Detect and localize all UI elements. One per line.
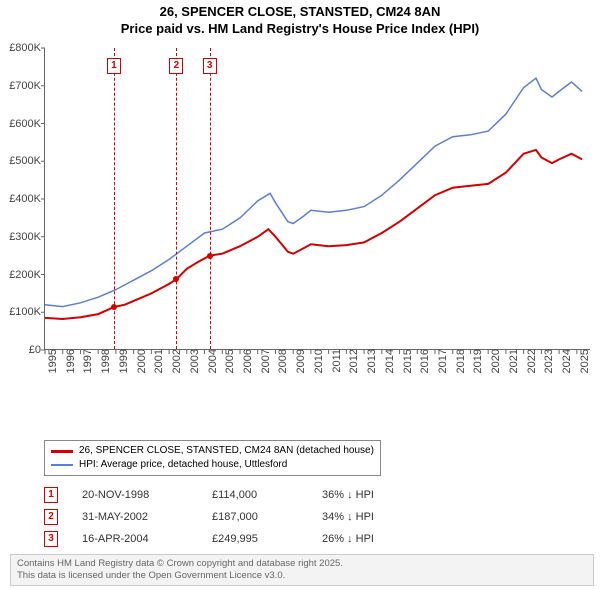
x-tick-label: 1997 — [76, 349, 94, 373]
x-tick-label: 2024 — [555, 349, 573, 373]
y-tick-label: £800K — [9, 42, 45, 54]
sales-row-date: 16-APR-2004 — [82, 533, 212, 545]
y-tick-label: £100K — [9, 306, 45, 318]
x-tick-label: 2006 — [236, 349, 254, 373]
x-tick-label: 2013 — [360, 349, 378, 373]
sales-row-marker: 3 — [44, 531, 58, 547]
x-tick-label: 2015 — [396, 349, 414, 373]
x-tick-label: 2023 — [537, 349, 555, 373]
y-tick-label: £400K — [9, 193, 45, 205]
footer: Contains HM Land Registry data © Crown c… — [10, 554, 594, 586]
sale-marker-box: 2 — [169, 58, 183, 74]
sales-row-diff: 26% ↓ HPI — [322, 533, 442, 545]
sale-dot — [111, 304, 117, 310]
sale-marker-box: 1 — [107, 58, 121, 74]
x-tick-label: 2025 — [573, 349, 591, 373]
sale-marker-box: 3 — [203, 58, 217, 74]
sale-marker-line — [176, 48, 177, 349]
series-hpi — [45, 78, 582, 306]
sale-dot — [207, 253, 213, 259]
sales-row-diff: 36% ↓ HPI — [322, 489, 442, 501]
x-tick-label: 2022 — [520, 349, 538, 373]
footer-line-2: This data is licensed under the Open Gov… — [17, 570, 587, 582]
series-property — [45, 150, 582, 319]
legend-item: 26, SPENCER CLOSE, STANSTED, CM24 8AN (d… — [51, 444, 374, 458]
y-tick-label: £500K — [9, 155, 45, 167]
x-tick-label: 2001 — [147, 349, 165, 373]
x-tick-label: 2011 — [325, 349, 343, 373]
sales-row: 1 20-NOV-1998£114,00036% ↓ HPI — [44, 484, 442, 506]
sales-table: 1 20-NOV-1998£114,00036% ↓ HPI 2 31-MAY-200… — [44, 484, 442, 550]
x-tick-label: 1995 — [41, 349, 59, 373]
legend-swatch — [51, 450, 73, 453]
sales-row-price: £114,000 — [212, 489, 322, 501]
sales-row-price: £187,000 — [212, 511, 322, 523]
x-tick-label: 2018 — [449, 349, 467, 373]
x-tick-label: 2009 — [289, 349, 307, 373]
x-tick-label: 1996 — [59, 349, 77, 373]
sales-row-date: 20-NOV-1998 — [82, 489, 212, 501]
title-line-2: Price paid vs. HM Land Registry's House … — [0, 21, 600, 38]
legend-label: HPI: Average price, detached house, Uttl… — [79, 458, 287, 472]
sale-dot — [173, 276, 179, 282]
plot-area: £0£100K£200K£300K£400K£500K£600K£700K£80… — [44, 48, 590, 350]
x-tick-label: 2000 — [130, 349, 148, 373]
x-tick-label: 2004 — [201, 349, 219, 373]
sales-row-date: 31-MAY-2002 — [82, 511, 212, 523]
x-tick-label: 2020 — [484, 349, 502, 373]
y-tick-label: £700K — [9, 80, 45, 92]
sales-row-marker: 2 — [44, 509, 58, 525]
legend-label: 26, SPENCER CLOSE, STANSTED, CM24 8AN (d… — [79, 444, 374, 458]
x-tick-label: 2019 — [466, 349, 484, 373]
sale-marker-line — [210, 48, 211, 349]
x-tick-label: 1998 — [94, 349, 112, 373]
x-tick-label: 1999 — [112, 349, 130, 373]
y-tick-label: £200K — [9, 269, 45, 281]
chart-container: 26, SPENCER CLOSE, STANSTED, CM24 8AN Pr… — [0, 0, 600, 590]
x-tick-label: 2007 — [254, 349, 272, 373]
x-tick-label: 2016 — [413, 349, 431, 373]
legend: 26, SPENCER CLOSE, STANSTED, CM24 8AN (d… — [44, 440, 381, 476]
x-tick-label: 2005 — [218, 349, 236, 373]
sales-row-price: £249,995 — [212, 533, 322, 545]
x-tick-label: 2017 — [431, 349, 449, 373]
title-block: 26, SPENCER CLOSE, STANSTED, CM24 8AN Pr… — [0, 0, 600, 38]
sales-row-marker: 1 — [44, 487, 58, 503]
sales-row: 2 31-MAY-2002£187,00034% ↓ HPI — [44, 506, 442, 528]
y-tick-label: £300K — [9, 231, 45, 243]
x-tick-label: 2008 — [271, 349, 289, 373]
sales-row-diff: 34% ↓ HPI — [322, 511, 442, 523]
x-tick-label: 2021 — [502, 349, 520, 373]
x-tick-label: 2003 — [183, 349, 201, 373]
x-tick-label: 2002 — [165, 349, 183, 373]
y-tick-label: £600K — [9, 118, 45, 130]
sales-row: 3 16-APR-2004£249,99526% ↓ HPI — [44, 528, 442, 550]
legend-swatch — [51, 464, 73, 466]
plot-svg — [45, 48, 591, 350]
x-tick-label: 2014 — [378, 349, 396, 373]
chart: £0£100K£200K£300K£400K£500K£600K£700K£80… — [0, 42, 600, 402]
title-line-1: 26, SPENCER CLOSE, STANSTED, CM24 8AN — [0, 4, 600, 21]
legend-item: HPI: Average price, detached house, Uttl… — [51, 458, 374, 472]
x-tick-label: 2010 — [307, 349, 325, 373]
footer-line-1: Contains HM Land Registry data © Crown c… — [17, 558, 587, 570]
x-tick-label: 2012 — [342, 349, 360, 373]
